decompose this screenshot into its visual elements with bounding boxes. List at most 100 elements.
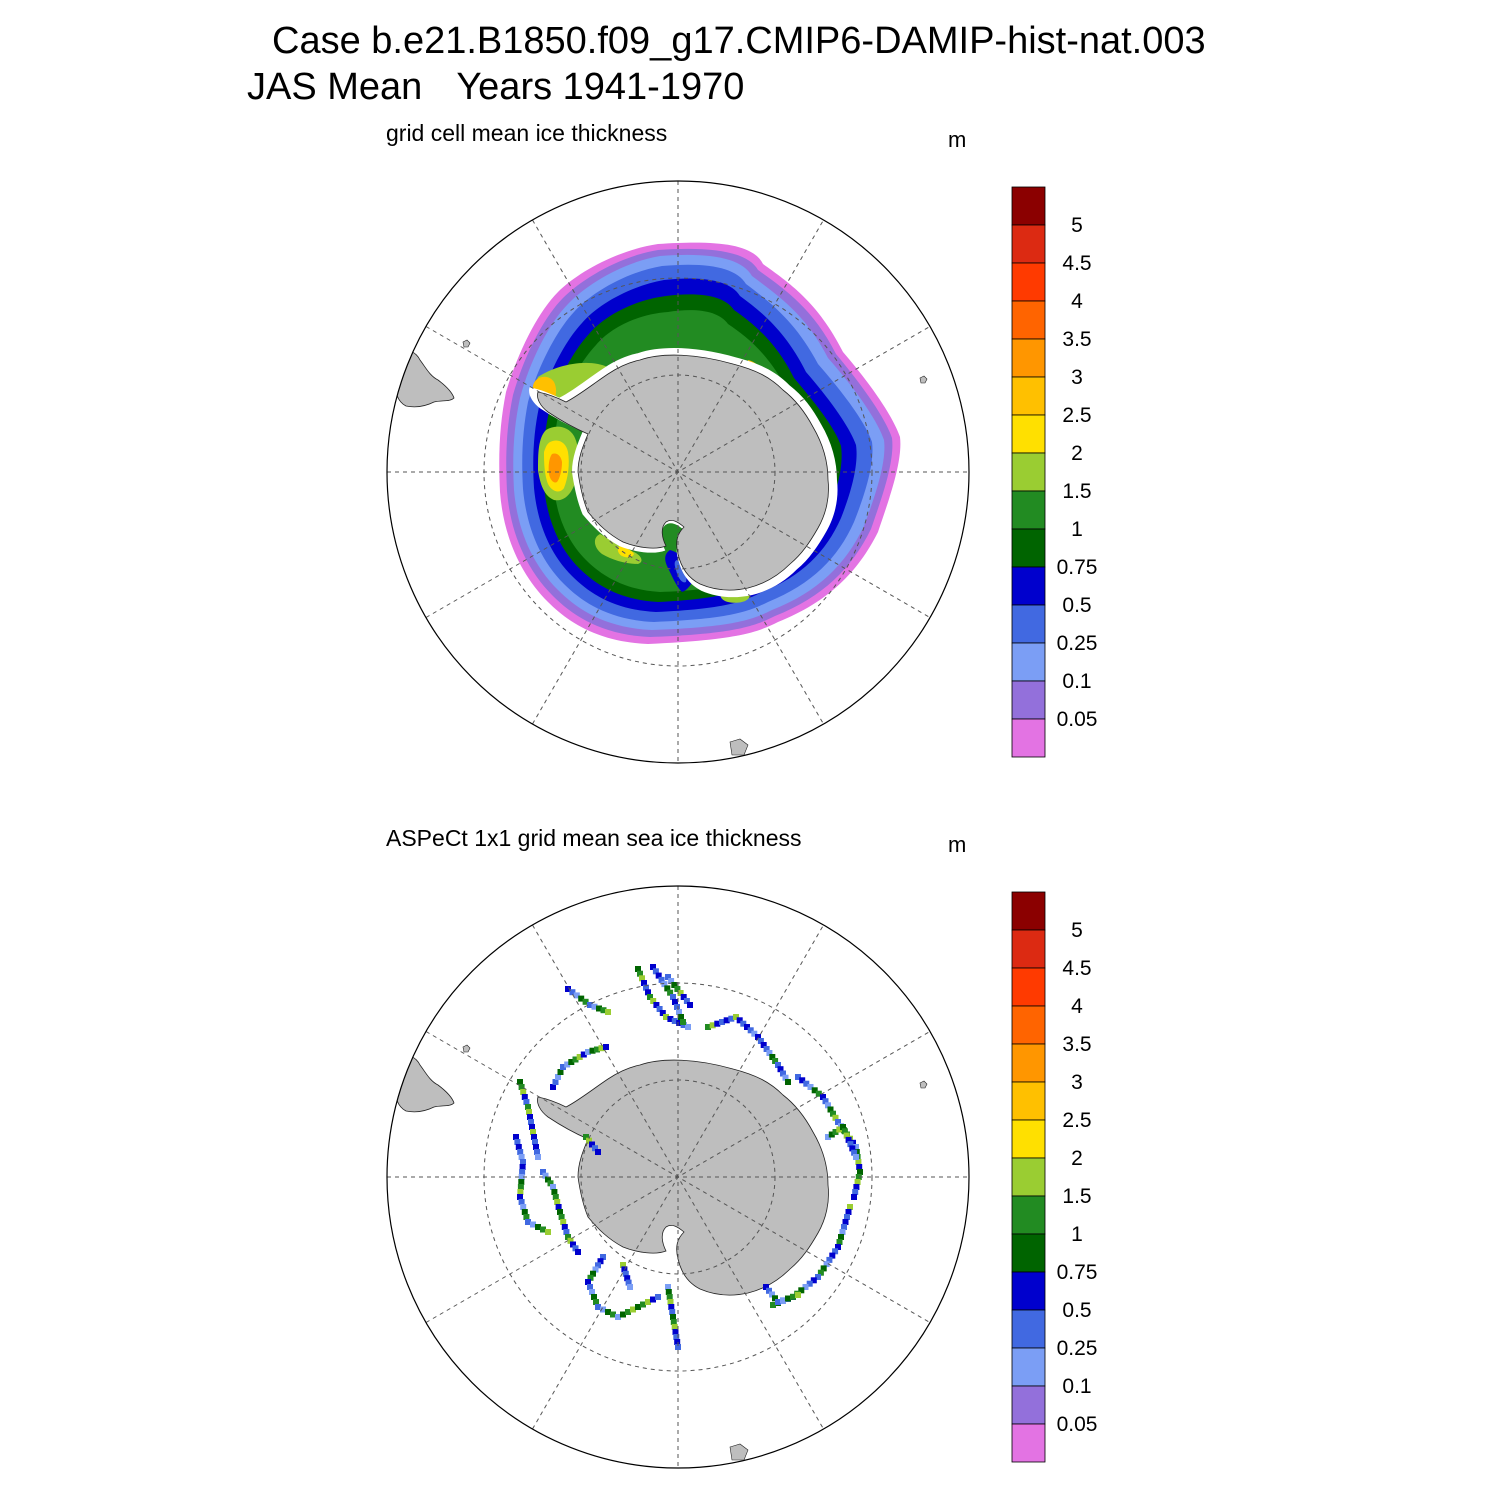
obs-cell (853, 1154, 859, 1160)
colorbar-model-label-10: 0.5 (1062, 594, 1091, 617)
period-title: JAS Mean Years 1941-1970 (247, 66, 744, 109)
obs-cell (840, 1124, 846, 1130)
colorbar-obs-swatch-10 (1011, 1271, 1046, 1311)
colorbar-obs-swatch-2 (1011, 967, 1046, 1007)
obs-cell (645, 989, 651, 996)
obs-cell (790, 1293, 796, 1300)
obs-cell (531, 1134, 537, 1140)
colorbar-model-label-1: 4.5 (1062, 252, 1091, 275)
obs-cell (678, 1014, 684, 1020)
obs-cell (639, 975, 645, 982)
obs-cell (770, 1302, 776, 1308)
obs-cell (655, 972, 662, 979)
colorbar-obs-label-1: 4.5 (1062, 957, 1091, 980)
obs-cell (530, 1129, 536, 1135)
obs-cell (565, 1234, 571, 1240)
obs-cell (667, 1016, 674, 1022)
colorbar-obs-label-7: 1.5 (1062, 1185, 1091, 1208)
colorbar-model-swatch-3 (1011, 300, 1046, 340)
obs-cell (670, 994, 676, 1000)
map-graticule-obs (387, 886, 969, 1468)
obs-cell (740, 1020, 747, 1027)
obs-cell (855, 1159, 862, 1165)
obs-cell (586, 1137, 592, 1144)
obs-cell (637, 970, 643, 977)
obs-cell (853, 1184, 860, 1190)
obs-cell (728, 1015, 735, 1022)
colorbar-model-swatch-8 (1011, 490, 1046, 530)
colorbar-model-label-12: 0.1 (1062, 670, 1091, 693)
obs-cell (650, 964, 656, 970)
obs-cell (836, 1126, 843, 1133)
obs-cell (582, 998, 589, 1005)
obs-cell (557, 1209, 563, 1215)
obs-cell (576, 1054, 583, 1060)
obs-cell (664, 985, 671, 992)
obs-cell (540, 1169, 546, 1175)
obs-cell (675, 1344, 681, 1350)
obs-cell (552, 1079, 559, 1085)
colorbar-obs-label-4: 3 (1071, 1071, 1083, 1094)
obs-cell (810, 1277, 817, 1284)
colorbar-obs-swatch-9 (1011, 1233, 1046, 1273)
obs-cell (825, 1102, 831, 1109)
obs-cell (530, 1221, 536, 1228)
obs-cell (569, 989, 576, 996)
obs-cell (670, 1319, 677, 1325)
obs-cell (680, 1019, 686, 1025)
colorbar-obs-label-13: 0.05 (1057, 1413, 1098, 1436)
obs-cell (849, 1145, 856, 1152)
colorbar-model-label-4: 3 (1071, 366, 1083, 389)
obs-cell (845, 1136, 852, 1143)
south-america-tip (394, 350, 455, 408)
colorbar-model-swatch-7 (1011, 452, 1046, 492)
obs-cell (589, 1289, 595, 1295)
panel-2-title: ASPeCt 1x1 grid mean sea ice thickness (386, 825, 802, 851)
obs-cell (595, 1262, 601, 1269)
colorbar-obs-label-10: 0.5 (1062, 1299, 1091, 1322)
obs-cell (603, 1044, 609, 1050)
obs-cell (517, 1184, 524, 1190)
obs-cell (803, 1080, 810, 1087)
obs-cell (674, 986, 681, 992)
obs-cell (583, 1134, 589, 1140)
obs-cell (674, 1339, 681, 1345)
obs-cell (856, 1164, 863, 1170)
obs-cell (535, 1154, 541, 1160)
observation-tracks (513, 964, 863, 1350)
obs-cell (587, 1284, 593, 1290)
obs-cell (830, 1110, 836, 1117)
obs-cell (663, 1014, 669, 1020)
obs-cell (520, 1159, 526, 1165)
obs-cell (517, 1189, 524, 1195)
obs-cell (772, 1295, 778, 1302)
obs-cell (763, 1046, 770, 1052)
obs-cell (563, 1229, 570, 1235)
obs-cell (842, 1219, 849, 1225)
antarctica-landmass-obs (536, 1059, 830, 1296)
obs-cell (705, 1024, 711, 1030)
obs-cell (832, 1114, 839, 1121)
obs-cell (591, 1003, 598, 1010)
colorbar-model-swatch-12 (1011, 642, 1046, 682)
obs-cell (624, 1275, 631, 1282)
obs-cell (670, 1314, 676, 1320)
obs-cell (844, 1214, 850, 1220)
island-left (462, 339, 471, 348)
obs-cell (666, 1294, 673, 1300)
obs-cell (573, 992, 580, 999)
obs-cell (820, 1094, 826, 1100)
obs-cell (513, 1134, 519, 1140)
colorbar-obs-swatch-3 (1011, 1005, 1046, 1045)
obs-cell (665, 1284, 671, 1290)
obs-cell (517, 1149, 524, 1155)
panel-1-units: m (948, 127, 967, 152)
obs-cell (542, 1172, 549, 1179)
obs-cell (594, 1046, 600, 1053)
obs-cell (547, 1180, 554, 1187)
obs-cell (521, 1094, 528, 1100)
map-field-model (394, 242, 928, 756)
obs-cell (857, 1169, 863, 1175)
obs-cell (714, 1020, 721, 1027)
obs-cell (534, 1149, 540, 1155)
